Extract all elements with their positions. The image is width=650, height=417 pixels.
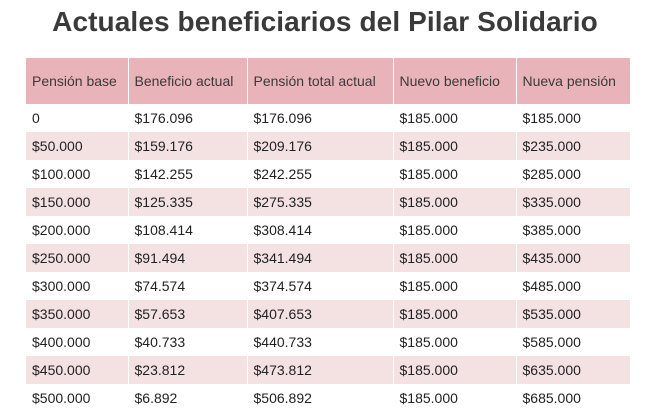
table-cell: $185.000 bbox=[392, 160, 516, 188]
table-cell: $235.000 bbox=[515, 132, 630, 160]
table-row: $50.000 $159.176 $209.176 $185.000 $235.000 bbox=[26, 132, 630, 160]
table-cell: $200.000 bbox=[26, 216, 128, 244]
table-header-row: Pensión base Beneficio actual Pensión to… bbox=[26, 58, 630, 104]
table-cell: $176.096 bbox=[246, 104, 393, 132]
table-cell: $350.000 bbox=[26, 300, 128, 328]
table-cell: $435.000 bbox=[515, 244, 630, 272]
table-cell: $159.176 bbox=[127, 132, 247, 160]
table-cell: $250.000 bbox=[26, 244, 128, 272]
table-row: 0 $176.096 $176.096 $185.000 $185.000 bbox=[26, 104, 630, 132]
page-title: Actuales beneficiarios del Pilar Solidar… bbox=[52, 6, 598, 37]
table-cell: $142.255 bbox=[127, 160, 247, 188]
column-header: Nuevo beneficio bbox=[392, 58, 516, 104]
table-cell: $506.892 bbox=[246, 384, 393, 412]
table-cell: $185.000 bbox=[392, 104, 516, 132]
table-cell: $57.653 bbox=[127, 300, 247, 328]
table-cell: $308.414 bbox=[246, 216, 393, 244]
table-cell: $585.000 bbox=[515, 328, 630, 356]
table-cell: $275.335 bbox=[246, 188, 393, 216]
table-cell: $485.000 bbox=[515, 272, 630, 300]
table-row: $500.000 $6.892 $506.892 $185.000 $685.000 bbox=[26, 384, 630, 412]
table-row: $150.000 $125.335 $275.335 $185.000 $335.000 bbox=[26, 188, 630, 216]
table-cell: $185.000 bbox=[392, 328, 516, 356]
table-cell: $176.096 bbox=[127, 104, 247, 132]
table-cell: $91.494 bbox=[127, 244, 247, 272]
table-cell: $185.000 bbox=[392, 300, 516, 328]
table-cell: $150.000 bbox=[26, 188, 128, 216]
table-cell: $335.000 bbox=[515, 188, 630, 216]
table-cell: $185.000 bbox=[392, 216, 516, 244]
table-cell: $242.255 bbox=[246, 160, 393, 188]
table-cell: $635.000 bbox=[515, 356, 630, 384]
table-cell: $6.892 bbox=[127, 384, 247, 412]
table-row: $300.000 $74.574 $374.574 $185.000 $485.000 bbox=[26, 272, 630, 300]
table-cell: $185.000 bbox=[392, 272, 516, 300]
pension-table: Pensión base Beneficio actual Pensión to… bbox=[26, 58, 630, 412]
table-cell: $50.000 bbox=[26, 132, 128, 160]
table-cell: $450.000 bbox=[26, 356, 128, 384]
table-cell: $185.000 bbox=[392, 244, 516, 272]
table-cell: $74.574 bbox=[127, 272, 247, 300]
table-cell: $23.812 bbox=[127, 356, 247, 384]
table-cell: 0 bbox=[26, 104, 128, 132]
table-cell: $40.733 bbox=[127, 328, 247, 356]
table-cell: $473.812 bbox=[246, 356, 393, 384]
table-cell: $209.176 bbox=[246, 132, 393, 160]
table-cell: $125.335 bbox=[127, 188, 247, 216]
table-cell: $500.000 bbox=[26, 384, 128, 412]
column-header: Beneficio actual bbox=[127, 58, 247, 104]
table-row: $450.000 $23.812 $473.812 $185.000 $635.000 bbox=[26, 356, 630, 384]
table-cell: $185.000 bbox=[392, 356, 516, 384]
table-body: 0 $176.096 $176.096 $185.000 $185.000 $50.000… bbox=[26, 104, 630, 412]
table-cell: $185.000 bbox=[392, 188, 516, 216]
table-row: $250.000 $91.494 $341.494 $185.000 $435.000 bbox=[26, 244, 630, 272]
table-cell: $535.000 bbox=[515, 300, 630, 328]
table-cell: $285.000 bbox=[515, 160, 630, 188]
table-cell: $400.000 bbox=[26, 328, 128, 356]
table-cell: $440.733 bbox=[246, 328, 393, 356]
column-header: Nueva pensión bbox=[515, 58, 630, 104]
table-cell: $185.000 bbox=[392, 132, 516, 160]
table-cell: $185.000 bbox=[515, 104, 630, 132]
table-row: $400.000 $40.733 $440.733 $185.000 $585.000 bbox=[26, 328, 630, 356]
table-row: $200.000 $108.414 $308.414 $185.000 $385.000 bbox=[26, 216, 630, 244]
table-cell: $100.000 bbox=[26, 160, 128, 188]
table-row: $350.000 $57.653 $407.653 $185.000 $535.000 bbox=[26, 300, 630, 328]
table-cell: $300.000 bbox=[26, 272, 128, 300]
table-cell: $108.414 bbox=[127, 216, 247, 244]
column-header: Pensión total actual bbox=[246, 58, 393, 104]
column-header: Pensión base bbox=[26, 58, 128, 104]
table-cell: $341.494 bbox=[246, 244, 393, 272]
table-cell: $385.000 bbox=[515, 216, 630, 244]
table-row: $100.000 $142.255 $242.255 $185.000 $285.000 bbox=[26, 160, 630, 188]
table-cell: $685.000 bbox=[515, 384, 630, 412]
table-cell: $185.000 bbox=[392, 384, 516, 412]
table-cell: $407.653 bbox=[246, 300, 393, 328]
table-cell: $374.574 bbox=[246, 272, 393, 300]
